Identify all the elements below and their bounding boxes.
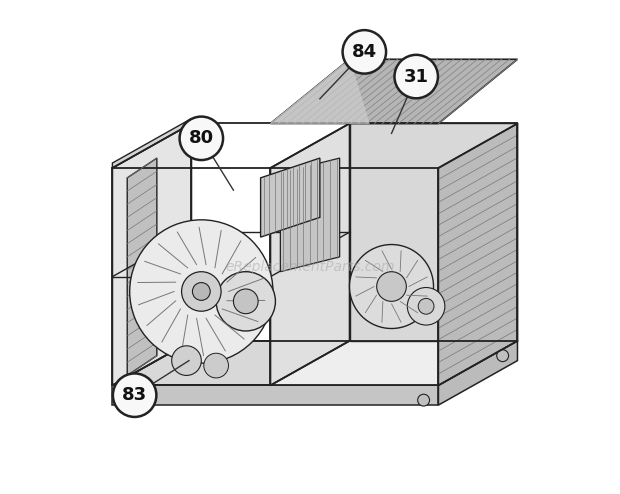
Wedge shape <box>130 220 273 363</box>
Text: 83: 83 <box>122 386 147 404</box>
Polygon shape <box>438 124 518 385</box>
Polygon shape <box>112 119 192 168</box>
Circle shape <box>350 245 433 329</box>
Polygon shape <box>280 158 340 272</box>
Polygon shape <box>112 341 518 385</box>
Circle shape <box>180 117 223 160</box>
Polygon shape <box>270 168 438 385</box>
Polygon shape <box>270 124 350 385</box>
Polygon shape <box>112 124 192 385</box>
Circle shape <box>216 272 275 331</box>
Circle shape <box>172 346 202 375</box>
Circle shape <box>122 394 133 406</box>
Circle shape <box>377 272 406 301</box>
Circle shape <box>394 55 438 98</box>
Circle shape <box>182 272 221 311</box>
Polygon shape <box>438 341 518 405</box>
Polygon shape <box>270 59 518 124</box>
Polygon shape <box>270 59 370 124</box>
Circle shape <box>113 373 156 417</box>
Polygon shape <box>127 158 157 375</box>
Text: 31: 31 <box>404 68 428 85</box>
Circle shape <box>407 288 445 325</box>
Circle shape <box>418 298 434 314</box>
Text: 80: 80 <box>188 129 214 147</box>
Polygon shape <box>112 385 438 405</box>
Circle shape <box>497 350 508 362</box>
Polygon shape <box>260 158 320 237</box>
Text: eReplacementParts.com: eReplacementParts.com <box>225 260 395 274</box>
Circle shape <box>418 394 430 406</box>
Text: 84: 84 <box>352 43 377 61</box>
Circle shape <box>204 353 229 378</box>
Circle shape <box>233 289 258 314</box>
Polygon shape <box>350 124 518 341</box>
Circle shape <box>192 283 210 300</box>
Circle shape <box>343 30 386 74</box>
